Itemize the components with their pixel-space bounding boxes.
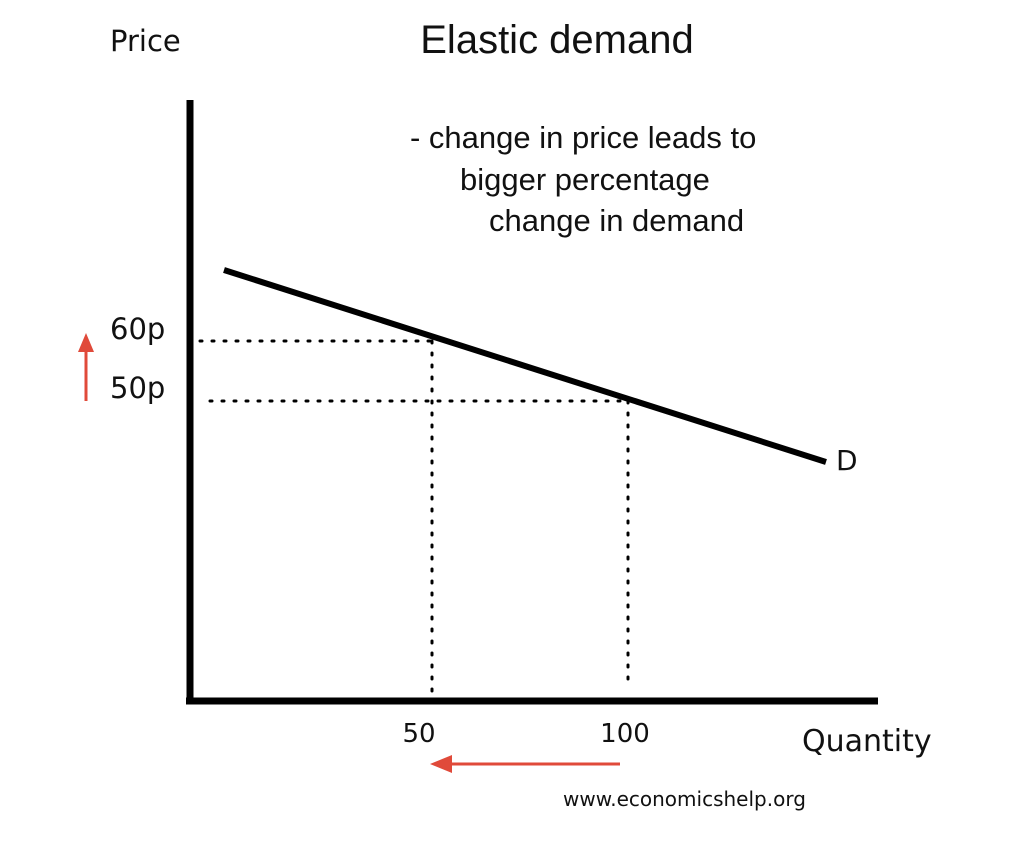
demand-curve-label: D [836,444,858,477]
arrow-left-icon [430,755,620,773]
x-axis-label: Quantity [802,724,932,759]
quantity-tick-label: 100 [600,719,650,749]
annotation-line: bigger percentage [460,162,710,197]
annotation: - change in price leads to bigger percen… [410,120,756,238]
y-axis-label: Price [110,24,181,58]
annotation-line: change in demand [489,203,744,238]
arrow-up-icon [78,333,94,401]
annotation-line: - change in price leads to [410,120,756,155]
quantity-tick-label: 50 [402,719,435,749]
guide-lines [198,339,630,698]
source-credit: www.economicshelp.org [563,787,806,811]
price-tick-label: 50p [110,371,165,405]
demand-curve [223,267,827,465]
price-tick-label: 60p [110,312,165,346]
diagram-title: Elastic demand [420,18,693,62]
